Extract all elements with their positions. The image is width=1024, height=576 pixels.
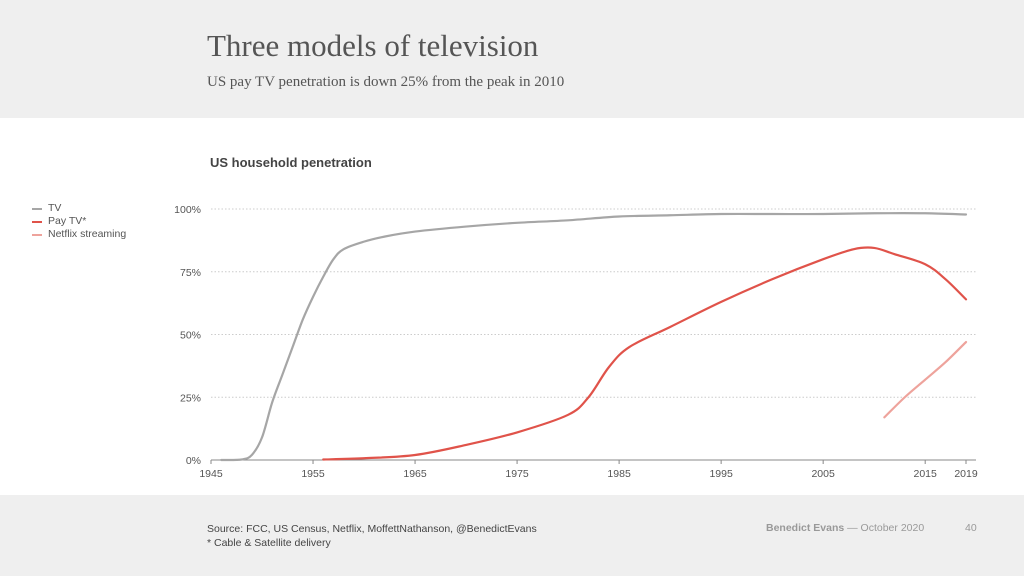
x-tick-label: 2019 bbox=[954, 468, 978, 480]
footnote-text: * Cable & Satellite delivery bbox=[207, 537, 331, 549]
credit: Benedict Evans — October 2020 bbox=[766, 522, 924, 534]
legend-label: Pay TV* bbox=[48, 215, 87, 227]
x-tick-label: 1975 bbox=[505, 468, 529, 480]
x-tick-label: 1995 bbox=[709, 468, 733, 480]
legend-swatch bbox=[32, 220, 42, 223]
author: Benedict Evans bbox=[766, 522, 845, 534]
source-text: Source: FCC, US Census, Netflix, Moffett… bbox=[207, 523, 537, 535]
x-tick-label: 1985 bbox=[607, 468, 631, 480]
x-tick-label: 2005 bbox=[811, 468, 835, 480]
legend-label: Netflix streaming bbox=[48, 228, 127, 240]
page-title: Three models of television bbox=[207, 28, 539, 63]
separator: — bbox=[847, 522, 858, 534]
x-tick-label: 2015 bbox=[914, 468, 938, 480]
footer-band bbox=[0, 495, 1024, 576]
x-tick-label: 1955 bbox=[301, 468, 325, 480]
series-line-pay-tv bbox=[322, 246, 968, 461]
x-tick-label: 1965 bbox=[403, 468, 427, 480]
date: October 2020 bbox=[860, 522, 925, 534]
page-number: 40 bbox=[965, 522, 977, 534]
legend-swatch bbox=[32, 207, 42, 210]
x-tick-label: 1945 bbox=[199, 468, 223, 480]
legend-swatch bbox=[32, 233, 42, 236]
page-subtitle: US pay TV penetration is down 25% from t… bbox=[207, 74, 565, 90]
y-tick-label: 100% bbox=[174, 204, 201, 216]
y-tick-label: 25% bbox=[180, 392, 201, 404]
series-line-netflix-streaming bbox=[883, 340, 968, 419]
legend-item-netflix: Netflix streaming bbox=[32, 228, 126, 241]
series-line-tv bbox=[220, 212, 968, 462]
y-tick-label: 75% bbox=[180, 267, 201, 279]
header-band bbox=[0, 0, 1024, 118]
legend-item-tv: TV bbox=[32, 202, 126, 215]
legend: TV Pay TV* Netflix streaming bbox=[32, 202, 126, 241]
y-tick-label: 0% bbox=[186, 455, 201, 467]
y-tick-label: 50% bbox=[180, 330, 201, 342]
legend-label: TV bbox=[48, 202, 62, 214]
legend-item-paytv: Pay TV* bbox=[32, 215, 126, 228]
source-note: Source: FCC, US Census, Netflix, Moffett… bbox=[207, 522, 537, 550]
chart-title: US household penetration bbox=[210, 155, 372, 170]
